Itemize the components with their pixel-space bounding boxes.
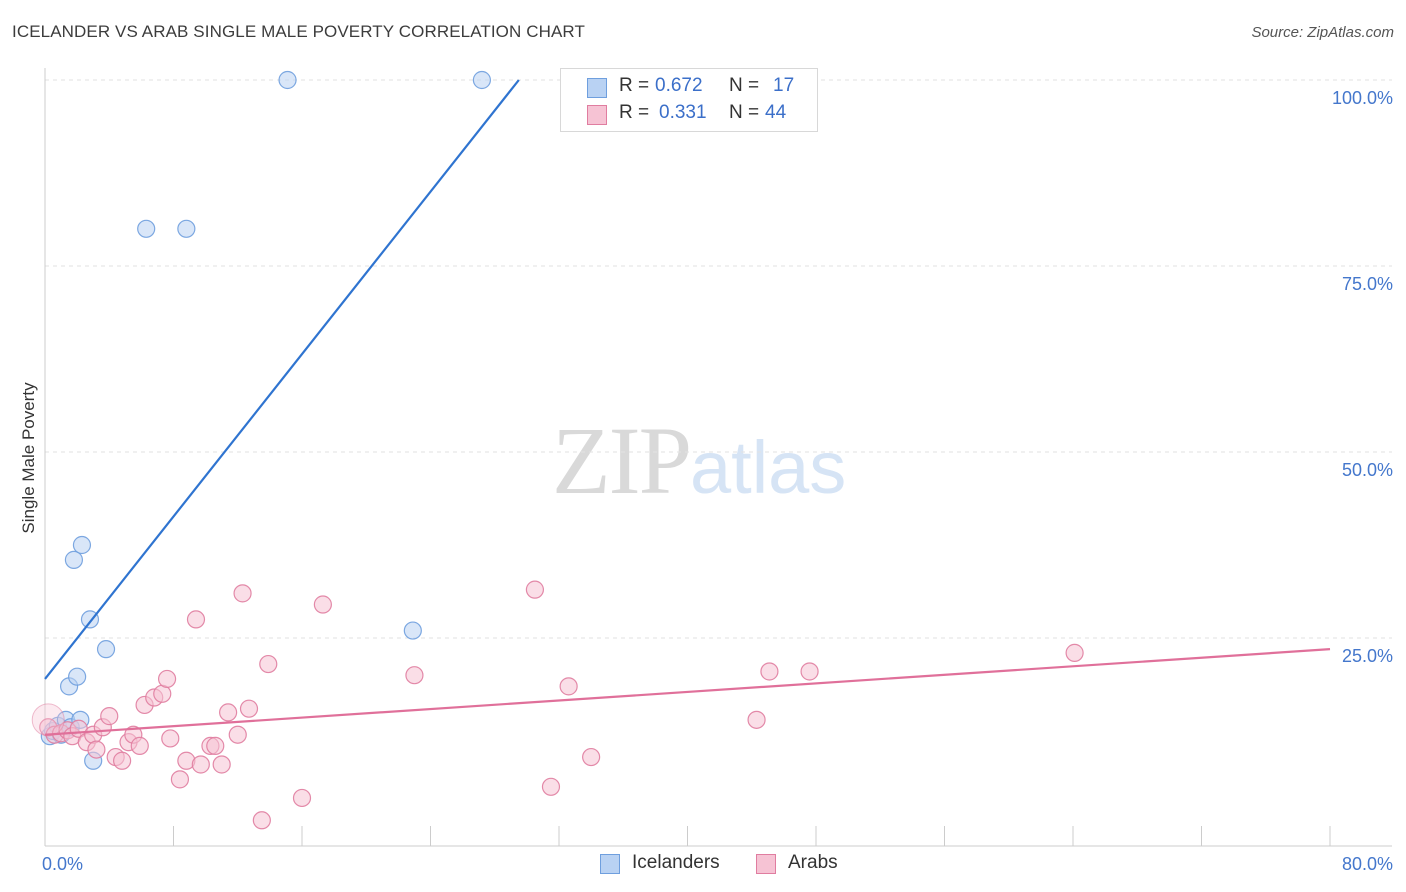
icelanders-point <box>137 219 156 238</box>
icelanders-point <box>177 219 196 238</box>
n-label: N = <box>729 102 760 123</box>
arabs-point <box>31 703 65 737</box>
legend-label: Arabs <box>788 852 838 873</box>
arabs-point <box>228 725 247 744</box>
arabs-swatch <box>587 105 607 125</box>
arabs-trend-line <box>44 648 1331 736</box>
icelanders-point <box>278 70 297 90</box>
icelanders-point <box>64 550 84 569</box>
arabs-point <box>259 654 278 674</box>
arabs-point <box>100 707 119 726</box>
arabs-point <box>112 751 132 770</box>
icelanders-point <box>68 667 87 686</box>
watermark: ZIPatlas <box>552 405 846 516</box>
n-value: 17 <box>773 75 795 96</box>
y-tick-label: 75.0% <box>1342 274 1393 294</box>
x-tick-label: 80.0% <box>1342 854 1393 874</box>
arabs-point <box>405 666 424 685</box>
arabs-point <box>206 736 225 755</box>
r-label: R = <box>619 102 650 123</box>
axis-labels: 25.0% 50.0% 75.0% 100.0% 0.0% 80.0% Single Mal… <box>19 88 1393 874</box>
data-points <box>31 70 1084 830</box>
arabs-point <box>191 755 210 774</box>
axes <box>44 68 1392 847</box>
icelanders-point <box>72 535 92 555</box>
arabs-point <box>292 788 312 808</box>
watermark-atlas: atlas <box>690 426 847 509</box>
arabs-point <box>157 669 177 689</box>
icelanders-swatch <box>587 78 607 98</box>
arabs-point <box>760 662 779 681</box>
n-label: N = <box>729 75 760 96</box>
chart-title: ICELANDER VS ARAB SINGLE MALE POVERTY CO… <box>12 22 585 41</box>
legend-label: Icelanders <box>632 852 720 873</box>
y-axis-label: Single Male Poverty <box>19 382 38 534</box>
arabs-point <box>525 580 545 599</box>
arabs-point <box>541 777 561 796</box>
arabs-point <box>559 677 578 696</box>
stats-legend: R = 0.672 N = 17 R = 0.331 N = 44 <box>560 68 818 132</box>
arabs-point <box>186 610 206 629</box>
arabs-point <box>252 811 271 830</box>
icelanders-point <box>472 70 491 90</box>
arabs-point <box>87 740 106 759</box>
arabs-point <box>233 584 252 603</box>
arabs-point <box>130 736 149 755</box>
icelanders-trend-line <box>44 79 520 680</box>
arabs-swatch <box>756 854 776 874</box>
arabs-point <box>170 770 190 789</box>
source-label: Source: ZipAtlas.com <box>1251 24 1394 41</box>
icelanders-swatch <box>600 854 620 874</box>
watermark-zip: ZIP <box>552 407 692 514</box>
y-tick-label: 50.0% <box>1342 460 1393 480</box>
grid-lines <box>45 79 1392 639</box>
arabs-point <box>1065 643 1084 662</box>
y-tick-label: 100.0% <box>1332 88 1393 108</box>
icelanders-point <box>96 640 116 659</box>
arabs-point <box>582 747 601 767</box>
arabs-point <box>313 595 332 614</box>
icelanders-point <box>403 621 422 640</box>
n-value: 44 <box>765 102 787 123</box>
r-label: R = <box>619 75 650 96</box>
arabs-point <box>219 703 238 722</box>
y-tick-label: 25.0% <box>1342 646 1393 666</box>
arabs-point <box>161 729 180 748</box>
x-tick-label: 0.0% <box>42 854 83 874</box>
r-value: 0.331 <box>659 102 707 123</box>
r-value: 0.672 <box>655 75 703 96</box>
arabs-point <box>239 699 259 718</box>
trend-lines <box>44 79 1331 736</box>
arabs-point <box>747 710 766 729</box>
arabs-point <box>800 662 819 681</box>
arabs-point <box>212 755 231 774</box>
